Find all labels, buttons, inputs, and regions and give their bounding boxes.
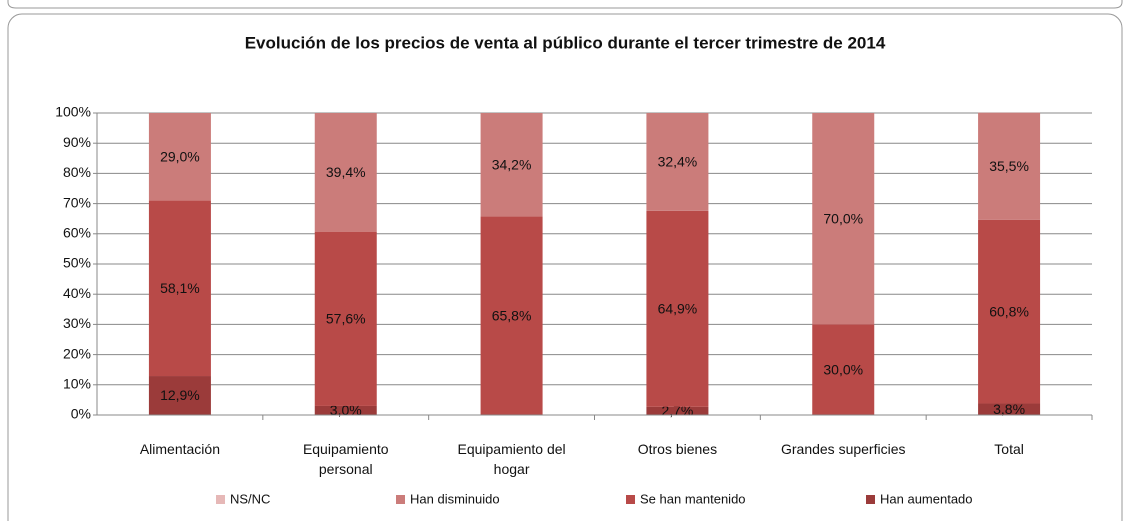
data-label: 12,9% [160, 387, 200, 403]
data-label: 65,8% [492, 307, 532, 323]
bar-segment [812, 324, 875, 415]
y-tick-label: 0% [71, 406, 91, 422]
legend-swatch [396, 495, 405, 504]
y-tick-label: 80% [63, 164, 91, 180]
data-label: 29,0% [160, 148, 200, 164]
x-tick-label: Equipamiento del hogar [457, 441, 565, 477]
data-label: 3,8% [993, 401, 1025, 417]
x-tick-label: Otros bienes [638, 441, 717, 457]
bar-segment [148, 113, 211, 201]
bar-segment [646, 210, 709, 407]
y-tick-label: 100% [55, 104, 91, 120]
legend-swatch [866, 495, 875, 504]
data-label: 58,1% [160, 280, 200, 296]
bar-segment [148, 200, 211, 377]
bar-segment [978, 112, 1041, 220]
x-tick-label: Grandes superficies [781, 441, 906, 457]
bar-segment [480, 216, 543, 415]
data-label: 39,4% [326, 164, 366, 180]
data-label: 64,9% [658, 301, 698, 317]
legend-label: Han disminuido [410, 491, 500, 506]
legend-label: Se han mantenido [640, 491, 746, 506]
bar-segment [148, 376, 211, 415]
y-tick-label: 90% [63, 134, 91, 150]
data-label: 30,0% [823, 361, 863, 377]
bar-segment [314, 231, 377, 406]
chart-title: Evolución de los precios de venta al púb… [245, 33, 886, 52]
data-label: 34,2% [492, 156, 532, 172]
data-label: 57,6% [326, 311, 366, 327]
data-label: 70,0% [823, 210, 863, 226]
y-tick-label: 30% [63, 315, 91, 331]
y-tick-label: 60% [63, 225, 91, 241]
bar-segment [314, 113, 377, 232]
data-label: 35,5% [989, 158, 1029, 174]
bar-segment [978, 219, 1041, 404]
bar-segment [646, 406, 709, 415]
y-tick-label: 10% [63, 376, 91, 392]
legend-label: Han aumentado [880, 491, 973, 506]
data-label: 32,4% [658, 154, 698, 170]
legend-swatch [626, 495, 635, 504]
legend-label: NS/NC [230, 491, 270, 506]
bar-segment [812, 113, 875, 325]
y-tick-label: 70% [63, 194, 91, 210]
x-tick-label: Equipamiento personal [303, 441, 389, 477]
frame-top [7, 0, 1123, 9]
y-tick-label: 50% [63, 255, 91, 271]
x-tick-label: Alimentación [140, 441, 220, 457]
legend-swatch [216, 495, 225, 504]
bar-segment [314, 405, 377, 415]
data-label: 3,0% [330, 402, 362, 418]
bar-segment [646, 113, 709, 211]
y-tick-label: 40% [63, 285, 91, 301]
bar-segment [978, 403, 1041, 415]
x-tick-label: Total [994, 441, 1024, 457]
y-tick-label: 20% [63, 345, 91, 361]
data-label: 60,8% [989, 303, 1029, 319]
bar-segment [480, 113, 543, 217]
